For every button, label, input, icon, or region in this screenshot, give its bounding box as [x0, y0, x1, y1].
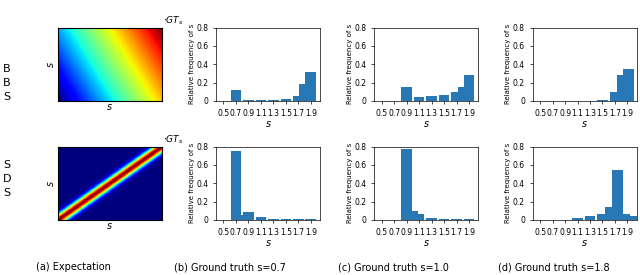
- X-axis label: s: s: [266, 238, 271, 248]
- Bar: [464, 75, 474, 101]
- Bar: [451, 219, 462, 220]
- X-axis label: $s$: $s$: [106, 221, 113, 231]
- Bar: [414, 214, 424, 220]
- Y-axis label: Relative frequency of s: Relative frequency of s: [506, 143, 511, 223]
- Bar: [230, 151, 241, 220]
- Text: S
D
S: S D S: [3, 160, 12, 198]
- Bar: [268, 100, 278, 101]
- Y-axis label: Relative frequency of s: Relative frequency of s: [347, 24, 353, 104]
- Text: (d) Ground truth s=1.8: (d) Ground truth s=1.8: [498, 262, 609, 272]
- X-axis label: s: s: [266, 119, 271, 129]
- Bar: [451, 92, 462, 101]
- Bar: [305, 219, 316, 220]
- Bar: [243, 212, 253, 220]
- Bar: [293, 96, 303, 101]
- Bar: [597, 214, 608, 220]
- Bar: [401, 87, 412, 101]
- X-axis label: s: s: [424, 119, 429, 129]
- Bar: [268, 219, 278, 220]
- Bar: [597, 100, 608, 101]
- Bar: [408, 211, 419, 220]
- Bar: [627, 216, 637, 220]
- Bar: [280, 219, 291, 220]
- Bar: [305, 72, 316, 101]
- Bar: [300, 84, 310, 101]
- Bar: [255, 100, 266, 101]
- X-axis label: s: s: [424, 238, 429, 248]
- Bar: [426, 96, 437, 101]
- Bar: [280, 99, 291, 101]
- Bar: [612, 170, 623, 220]
- Bar: [458, 87, 468, 101]
- Text: (c) Ground truth s=1.0: (c) Ground truth s=1.0: [338, 262, 449, 272]
- Bar: [237, 215, 248, 220]
- Bar: [572, 218, 583, 220]
- Text: $\cdot GT_s$: $\cdot GT_s$: [163, 133, 183, 146]
- Text: (a) Expectation: (a) Expectation: [36, 262, 111, 272]
- Bar: [605, 207, 615, 220]
- Bar: [464, 219, 474, 220]
- Text: (b) Ground truth s=0.7: (b) Ground truth s=0.7: [175, 262, 286, 272]
- Bar: [230, 90, 241, 101]
- Bar: [401, 149, 412, 220]
- Y-axis label: $s$: $s$: [46, 180, 56, 187]
- Y-axis label: Relative frequency of s: Relative frequency of s: [347, 143, 353, 223]
- Bar: [585, 216, 595, 220]
- Y-axis label: Relative frequency of s: Relative frequency of s: [189, 24, 195, 104]
- X-axis label: s: s: [582, 238, 588, 248]
- Bar: [623, 69, 634, 101]
- Bar: [620, 214, 630, 220]
- Bar: [243, 100, 253, 101]
- Y-axis label: $s$: $s$: [46, 61, 56, 68]
- Bar: [439, 95, 449, 101]
- Bar: [414, 97, 424, 101]
- X-axis label: $s$: $s$: [106, 102, 113, 112]
- Bar: [610, 92, 620, 101]
- Y-axis label: Relative frequency of s: Relative frequency of s: [506, 24, 511, 104]
- Bar: [439, 219, 449, 220]
- X-axis label: s: s: [582, 119, 588, 129]
- Bar: [617, 75, 628, 101]
- Bar: [426, 218, 437, 220]
- Y-axis label: Relative frequency of s: Relative frequency of s: [189, 143, 195, 223]
- Bar: [255, 217, 266, 220]
- Text: $\cdot GT_s$: $\cdot GT_s$: [163, 14, 183, 27]
- Text: B
B
S: B B S: [3, 64, 11, 101]
- Bar: [293, 219, 303, 220]
